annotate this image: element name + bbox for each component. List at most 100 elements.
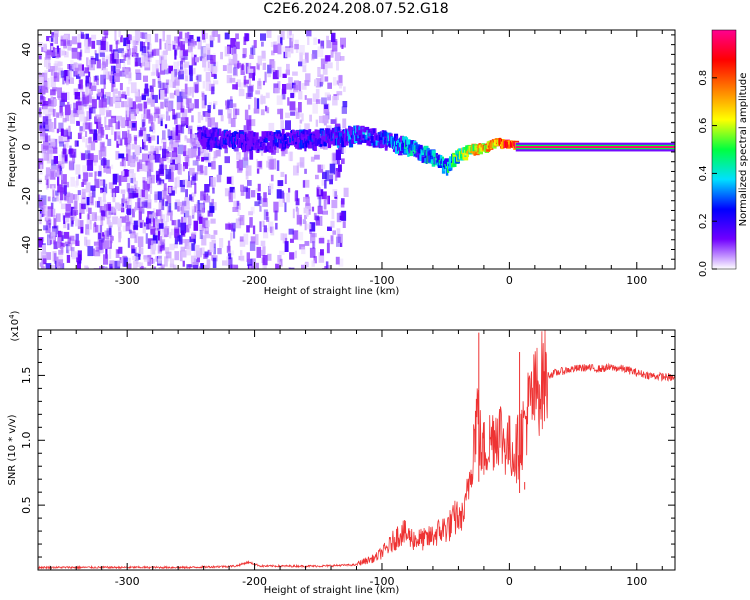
heatmap-noise-cell: [289, 267, 295, 269]
heatmap-noise-cell: [301, 264, 307, 269]
heatmap-noise-cell: [125, 120, 129, 127]
heatmap-noise-cell: [314, 147, 320, 154]
heatmap-noise-cell: [77, 132, 82, 139]
heatmap-noise-cell: [47, 206, 53, 217]
heatmap-signal-cell: [368, 140, 373, 147]
heatmap-noise-cell: [188, 41, 193, 53]
heatmap-noise-cell: [236, 154, 240, 159]
heatmap-noise-cell: [105, 248, 108, 259]
heatmap-noise-cell: [158, 223, 164, 229]
heatmap-noise-cell: [141, 113, 146, 122]
heatmap-signal-cell: [313, 143, 317, 151]
heatmap-noise-cell: [103, 179, 106, 188]
heatmap-noise-cell: [131, 208, 135, 218]
heatmap-noise-cell: [320, 216, 323, 226]
heatmap-noise-cell: [196, 201, 199, 209]
heatmap-noise-cell: [257, 64, 260, 71]
heatmap-noise-cell: [119, 216, 126, 223]
heatmap-noise-cell: [65, 127, 71, 137]
heatmap-noise-cell: [183, 145, 187, 156]
heatmap-noise-cell: [207, 105, 211, 113]
heatmap-noise-cell: [144, 83, 149, 94]
heatmap-noise-cell: [322, 64, 328, 75]
heatmap-noise-cell: [153, 48, 160, 56]
heatmap-noise-cell: [286, 63, 290, 70]
heatmap-noise-cell: [210, 218, 216, 224]
heatmap-signal-cell: [208, 131, 211, 137]
heatmap-noise-cell: [209, 40, 214, 48]
heatmap-noise-cell: [207, 211, 213, 217]
heatmap-noise-cell: [112, 192, 116, 203]
heatmap-noise-cell: [247, 86, 253, 97]
heatmap-noise-cell: [47, 196, 51, 202]
heatmap-noise-cell: [299, 157, 305, 168]
x-tick-label: 100: [626, 575, 647, 588]
heatmap-noise-cell: [304, 123, 310, 131]
heatmap-noise-cell: [127, 133, 132, 144]
heatmap-noise-cell: [168, 65, 173, 74]
heatmap-noise-cell: [122, 193, 125, 204]
heatmap-noise-cell: [180, 246, 185, 252]
heatmap-noise-cell: [256, 246, 262, 258]
heatmap-noise-cell: [285, 69, 290, 76]
heatmap-noise-cell: [117, 91, 121, 97]
heatmap-noise-cell: [102, 192, 106, 202]
heatmap-noise-cell: [191, 192, 196, 197]
heatmap-noise-cell: [166, 151, 171, 157]
heatmap-noise-cell: [57, 184, 63, 193]
heatmap-noise-cell: [43, 152, 50, 161]
heatmap-noise-cell: [255, 262, 259, 269]
heatmap-noise-cell: [334, 117, 338, 124]
heatmap-signal-cell: [252, 133, 255, 141]
heatmap-noise-cell: [176, 176, 180, 188]
heatmap-noise-cell: [68, 103, 72, 109]
heatmap-noise-cell: [96, 130, 102, 141]
heatmap-noise-cell: [99, 52, 105, 57]
heatmap-noise-cell: [248, 72, 253, 79]
heatmap-noise-cell: [267, 156, 274, 164]
heatmap-noise-cell: [210, 234, 216, 240]
heatmap-noise-cell: [162, 82, 169, 94]
heatmap-noise-cell: [68, 64, 74, 72]
heatmap-noise-cell: [228, 257, 233, 269]
heatmap-noise-cell: [303, 60, 307, 66]
heatmap-noise-cell: [56, 128, 59, 134]
heatmap-noise-cell: [189, 194, 193, 201]
heatmap-signal-cell: [350, 127, 354, 133]
heatmap-noise-cell: [133, 46, 138, 57]
heatmap-noise-cell: [51, 264, 56, 269]
heatmap-noise-cell: [104, 159, 110, 169]
heatmap-signal-cell: [332, 138, 336, 146]
heatmap-noise-cell: [255, 188, 259, 194]
heatmap-noise-cell: [128, 171, 134, 178]
heatmap-noise-cell: [88, 172, 93, 177]
heatmap-noise-cell: [292, 84, 298, 93]
heatmap-noise-cell: [67, 237, 72, 244]
heatmap-noise-cell: [180, 186, 185, 193]
heatmap-noise-cell: [98, 232, 102, 240]
heatmap-noise-cell: [88, 71, 91, 78]
heatmap-signal-cell: [202, 141, 207, 149]
heatmap-noise-cell: [95, 246, 99, 252]
heatmap-noise-cell: [152, 208, 156, 216]
heatmap-noise-cell: [71, 36, 78, 45]
heatmap-noise-cell: [127, 129, 130, 138]
heatmap-noise-cell: [212, 80, 219, 85]
heatmap-noise-cell: [55, 190, 58, 200]
heatmap-noise-cell: [185, 155, 189, 163]
heatmap-noise-cell: [249, 150, 254, 160]
heatmap-noise-cell: [56, 45, 59, 54]
heatmap-noise-cell: [118, 246, 123, 254]
heatmap-noise-cell: [65, 111, 70, 122]
heatmap-signal-cell: [348, 136, 352, 142]
heatmap-noise-cell: [250, 236, 256, 244]
heatmap-noise-cell: [121, 50, 128, 58]
heatmap-noise-cell: [132, 53, 137, 58]
heatmap-noise-cell: [330, 235, 334, 245]
heatmap-noise-cell: [175, 89, 180, 96]
heatmap-noise-cell: [49, 138, 55, 144]
heatmap-noise-cell: [104, 116, 107, 128]
heatmap-noise-cell: [100, 189, 103, 194]
heatmap-noise-cell: [177, 203, 180, 212]
